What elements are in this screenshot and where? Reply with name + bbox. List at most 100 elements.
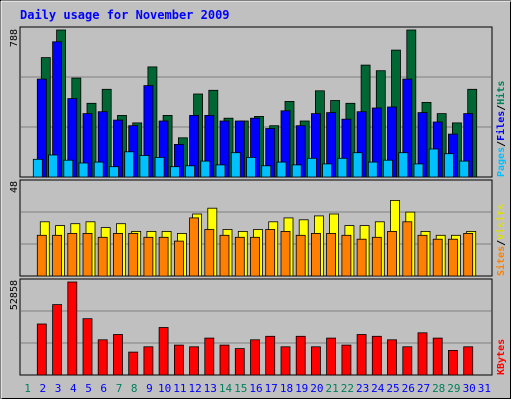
bar-sites-day-2 (36, 234, 47, 277)
bar-kbytes-day-26 (402, 346, 413, 376)
bar-kbytes-day-10 (158, 327, 169, 376)
bar-pages-day-7 (109, 166, 119, 178)
bar-pages-day-25 (383, 159, 393, 178)
bar-sites-day-23 (356, 238, 367, 277)
x-tick-label: 17 (265, 382, 278, 395)
x-tick-label: 21 (325, 382, 338, 395)
x-tick-label: 1 (24, 382, 31, 395)
bar-pages-day-21 (322, 163, 333, 178)
bar-sites-day-4 (67, 232, 78, 277)
ymax-label-hits: 788 (9, 29, 20, 47)
bar-sites-day-5 (82, 232, 93, 277)
bar-kbytes-day-4 (67, 281, 78, 376)
bar-kbytes-day-30 (463, 346, 474, 376)
x-tick-label: 8 (131, 382, 138, 395)
x-tick-label: 29 (447, 382, 460, 395)
bar-sites-day-14 (219, 234, 230, 277)
ymax-label-visits: 48 (9, 181, 20, 193)
x-tick-label: 23 (356, 382, 369, 395)
bar-sites-day-3 (52, 234, 62, 277)
bar-kbytes-day-19 (295, 335, 306, 376)
x-tick-label: 15 (234, 382, 247, 395)
legend-sep1: / (496, 141, 507, 147)
x-tick-label: 28 (432, 382, 445, 395)
bar-marks (32, 29, 478, 376)
legend-sep3: / (496, 240, 507, 246)
bar-pages-day-2 (32, 158, 43, 178)
x-tick-label: 27 (417, 382, 430, 395)
bar-pages-day-12 (185, 165, 196, 178)
bar-pages-day-27 (413, 163, 424, 178)
bar-sites-day-19 (295, 234, 306, 277)
bar-pages-day-23 (352, 152, 363, 178)
bar-sites-day-26 (402, 221, 413, 277)
x-tick-label: 10 (158, 382, 171, 395)
x-tick-label: 5 (85, 382, 92, 395)
chart-title: Daily usage for November 2009 (20, 8, 230, 22)
x-tick-labels: 1 2 3 4 5 6 7 8 9 10 11 12 13 14 15 16 17 18 19 20 21 22 23 24 2… (24, 382, 491, 395)
legend-files: Files (495, 111, 507, 141)
bar-kbytes-day-8 (128, 351, 139, 376)
bar-kbytes-day-24 (371, 335, 382, 376)
bar-sites-day-18 (280, 230, 291, 277)
bar-sites-day-21 (326, 232, 337, 277)
bar-pages-day-16 (246, 156, 256, 178)
bar-sites-day-28 (432, 238, 443, 277)
bar-kbytes-day-16 (250, 339, 260, 376)
x-tick-label: 22 (341, 382, 354, 395)
bar-kbytes-day-13 (204, 337, 215, 376)
bar-kbytes-day-6 (97, 339, 108, 376)
x-tick-label: 24 (371, 382, 385, 395)
bar-pages-day-28 (428, 148, 439, 178)
legend-sites: Sites (495, 246, 507, 276)
bar-pages-day-20 (306, 157, 317, 178)
bar-kbytes-day-14 (219, 344, 230, 376)
bar-sites-day-7 (113, 232, 123, 277)
bar-kbytes-day-3 (52, 304, 62, 376)
bar-pages-day-18 (276, 161, 287, 178)
x-tick-label: 16 (249, 382, 262, 395)
bar-pages-day-8 (124, 151, 135, 178)
bar-sites-day-30 (463, 232, 474, 277)
bar-kbytes-day-17 (265, 335, 276, 376)
legend-visits: Visits (495, 204, 507, 240)
bar-kbytes-day-9 (143, 346, 154, 376)
bar-pages-day-22 (337, 157, 348, 178)
bar-pages-day-24 (367, 161, 378, 178)
bar-kbytes-day-2 (36, 323, 47, 376)
bar-pages-day-4 (63, 159, 74, 178)
x-tick-label: 6 (100, 382, 107, 395)
bar-kbytes-day-12 (189, 346, 200, 376)
legend-panel3: KBytes (496, 339, 507, 375)
x-tick-label: 2 (39, 382, 46, 395)
x-tick-label: 18 (280, 382, 293, 395)
bar-pages-day-9 (139, 155, 150, 178)
bar-sites-day-24 (371, 236, 382, 277)
bar-pages-day-29 (443, 153, 454, 178)
bar-kbytes-day-15 (234, 348, 245, 376)
bar-kbytes-day-21 (326, 337, 337, 376)
x-tick-label: 19 (295, 382, 308, 395)
bar-sites-day-13 (204, 229, 215, 277)
bar-pages-day-17 (261, 165, 272, 178)
bar-pages-day-14 (215, 164, 226, 178)
bar-sites-day-22 (341, 234, 352, 277)
x-tick-label: 30 (463, 382, 476, 395)
bar-kbytes-day-7 (113, 334, 123, 376)
x-tick-label: 9 (146, 382, 153, 395)
bar-kbytes-day-5 (82, 318, 93, 376)
x-tick-label: 13 (204, 382, 217, 395)
x-tick-label: 26 (402, 382, 415, 395)
x-tick-label: 12 (188, 382, 201, 395)
legend-panel1: Pages/Files/Hits (495, 81, 507, 177)
bar-sites-day-17 (265, 229, 276, 277)
bar-kbytes-day-23 (356, 334, 367, 376)
bar-kbytes-day-20 (310, 346, 321, 376)
bar-sites-day-16 (250, 236, 260, 277)
bar-pages-day-19 (291, 164, 302, 178)
bar-pages-day-13 (200, 160, 211, 178)
x-tick-label: 3 (55, 382, 62, 395)
x-tick-label: 4 (70, 382, 77, 395)
